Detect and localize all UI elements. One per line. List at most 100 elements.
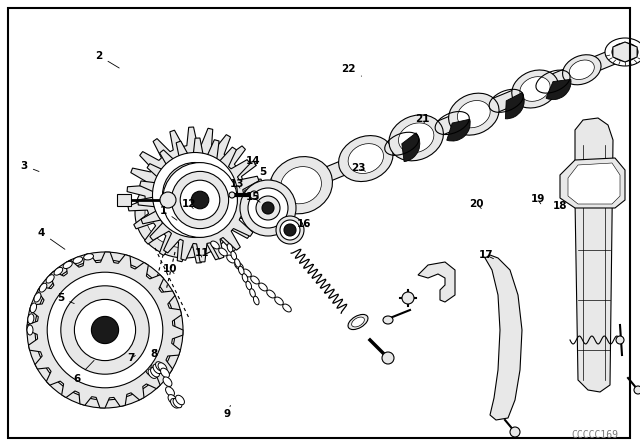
Ellipse shape (612, 43, 638, 61)
Circle shape (616, 336, 624, 344)
Ellipse shape (458, 100, 490, 128)
Text: 7: 7 (127, 353, 135, 363)
Circle shape (163, 163, 237, 237)
Ellipse shape (175, 395, 184, 405)
Ellipse shape (563, 55, 601, 85)
Ellipse shape (520, 77, 550, 101)
Ellipse shape (211, 241, 220, 249)
Circle shape (27, 252, 183, 408)
Ellipse shape (84, 254, 93, 260)
Ellipse shape (46, 275, 54, 283)
Text: 4: 4 (38, 228, 65, 249)
Text: 17: 17 (479, 250, 493, 260)
Circle shape (229, 192, 235, 198)
Text: 14: 14 (246, 156, 260, 166)
Circle shape (60, 285, 150, 375)
Polygon shape (485, 255, 522, 420)
Text: 13: 13 (230, 179, 244, 189)
FancyBboxPatch shape (117, 194, 131, 206)
Ellipse shape (135, 168, 235, 258)
Ellipse shape (280, 167, 321, 204)
Ellipse shape (34, 293, 41, 302)
Text: 23: 23 (351, 163, 365, 173)
Text: 20: 20 (470, 199, 484, 209)
Polygon shape (560, 158, 625, 208)
Text: 19: 19 (531, 194, 545, 204)
Ellipse shape (150, 367, 159, 377)
Ellipse shape (73, 257, 83, 263)
Ellipse shape (348, 144, 383, 173)
Ellipse shape (246, 281, 252, 290)
Ellipse shape (449, 93, 499, 135)
Ellipse shape (348, 314, 368, 330)
Polygon shape (418, 262, 455, 302)
Circle shape (61, 286, 149, 374)
Circle shape (173, 172, 218, 217)
Ellipse shape (235, 262, 243, 270)
Circle shape (284, 224, 296, 236)
Polygon shape (127, 127, 263, 263)
Text: 11: 11 (195, 248, 209, 258)
Ellipse shape (275, 297, 284, 305)
Circle shape (160, 192, 176, 208)
Ellipse shape (250, 289, 255, 297)
Text: 1: 1 (159, 206, 177, 220)
Ellipse shape (267, 290, 275, 298)
Ellipse shape (239, 266, 244, 275)
Circle shape (74, 299, 136, 361)
Text: 16: 16 (297, 219, 311, 229)
Ellipse shape (145, 178, 225, 248)
Wedge shape (447, 119, 470, 141)
Text: 8: 8 (150, 349, 157, 359)
Circle shape (280, 220, 300, 240)
Circle shape (250, 191, 258, 199)
Circle shape (634, 386, 640, 394)
Ellipse shape (399, 123, 434, 153)
Text: 15: 15 (246, 192, 260, 202)
Polygon shape (138, 138, 262, 262)
Ellipse shape (63, 261, 72, 268)
Ellipse shape (269, 157, 332, 214)
Ellipse shape (39, 283, 47, 292)
Ellipse shape (227, 244, 233, 252)
Circle shape (402, 292, 414, 304)
Circle shape (75, 300, 135, 360)
Ellipse shape (30, 303, 36, 313)
Circle shape (248, 188, 288, 228)
Ellipse shape (231, 251, 237, 260)
Ellipse shape (28, 314, 34, 324)
Circle shape (35, 260, 175, 400)
Circle shape (510, 427, 520, 437)
Text: 2: 2 (95, 51, 119, 68)
Ellipse shape (227, 255, 236, 263)
Circle shape (191, 191, 209, 209)
Circle shape (92, 316, 118, 344)
Ellipse shape (383, 316, 393, 324)
Ellipse shape (158, 363, 167, 372)
Ellipse shape (148, 369, 157, 379)
Ellipse shape (145, 366, 154, 376)
Text: CCCCC169: CCCCC169 (571, 430, 618, 440)
Ellipse shape (351, 317, 364, 327)
Ellipse shape (161, 368, 170, 378)
Ellipse shape (251, 276, 259, 284)
Text: 5: 5 (57, 293, 74, 304)
Text: 9: 9 (223, 405, 231, 419)
Ellipse shape (259, 283, 268, 291)
Ellipse shape (143, 360, 152, 369)
Ellipse shape (512, 70, 558, 108)
Ellipse shape (27, 325, 33, 335)
Circle shape (163, 163, 227, 228)
Circle shape (256, 196, 280, 220)
Circle shape (152, 152, 237, 237)
Text: 18: 18 (553, 201, 567, 211)
Ellipse shape (54, 267, 63, 275)
Circle shape (47, 272, 163, 388)
Circle shape (276, 216, 304, 244)
Ellipse shape (235, 258, 240, 267)
Ellipse shape (570, 60, 595, 80)
Ellipse shape (166, 387, 175, 396)
Text: 21: 21 (415, 114, 429, 124)
Ellipse shape (171, 399, 179, 408)
Circle shape (172, 172, 228, 228)
